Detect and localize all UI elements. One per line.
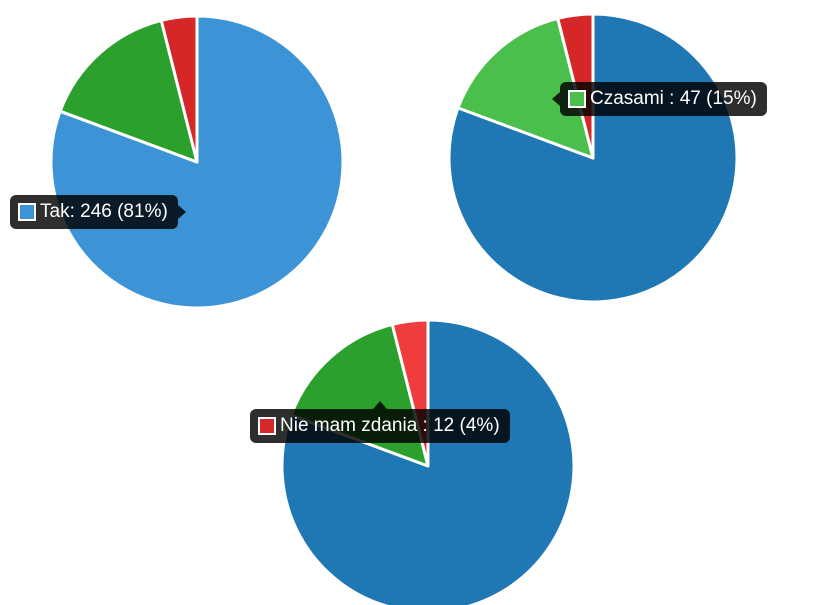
- pie-chart-2: [447, 12, 739, 304]
- pie-slice-czasami[interactable]: [456, 16, 595, 160]
- tooltip-czasami: Czasami : 47 (15%): [552, 82, 767, 116]
- tooltip-tak: Tak: 246 (81%): [10, 195, 186, 229]
- legend-swatch-tak: [18, 203, 36, 221]
- pie-slice-nie-mam-zdania[interactable]: [159, 14, 199, 164]
- tooltip-czasami-text: Czasami : 47 (15%): [590, 88, 757, 109]
- legend-swatch-nie-mam-zdania: [258, 417, 276, 435]
- tooltip-nie-mam-zdania: Nie mam zdania : 12 (4%): [250, 401, 510, 443]
- tooltip-caret: [552, 92, 560, 106]
- pie-slice-czasami[interactable]: [58, 18, 199, 164]
- pie-chart-1: [49, 14, 345, 310]
- tooltip-nie-mam-zdania-text: Nie mam zdania : 12 (4%): [280, 415, 500, 436]
- pie-chart-3: [280, 318, 576, 605]
- tooltip-caret: [372, 401, 387, 409]
- tooltip-tak-text: Tak: 246 (81%): [40, 201, 168, 222]
- tooltip-caret: [177, 205, 186, 219]
- legend-swatch-czasami: [568, 90, 586, 108]
